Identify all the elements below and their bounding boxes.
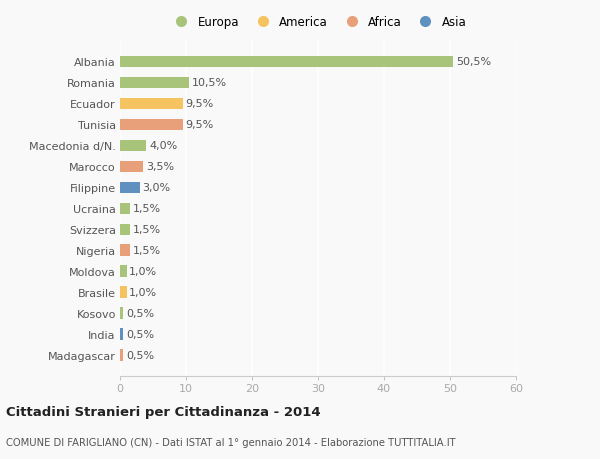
Bar	[120, 161, 143, 173]
Text: 0,5%: 0,5%	[126, 350, 154, 360]
Bar	[120, 350, 124, 361]
Bar	[120, 182, 140, 194]
Bar	[120, 140, 146, 152]
Text: 10,5%: 10,5%	[192, 78, 227, 88]
Text: 0,5%: 0,5%	[126, 308, 154, 319]
Text: 1,5%: 1,5%	[133, 225, 161, 235]
Bar	[120, 98, 182, 110]
Bar	[120, 78, 190, 89]
Text: 3,0%: 3,0%	[142, 183, 170, 193]
Bar	[120, 119, 182, 131]
Text: 50,5%: 50,5%	[456, 57, 491, 67]
Text: 0,5%: 0,5%	[126, 330, 154, 340]
Text: 4,0%: 4,0%	[149, 141, 177, 151]
Text: 1,5%: 1,5%	[133, 246, 161, 256]
Bar	[120, 56, 453, 68]
Bar	[120, 287, 127, 298]
Text: 3,5%: 3,5%	[146, 162, 174, 172]
Text: 1,0%: 1,0%	[129, 267, 157, 277]
Text: COMUNE DI FARIGLIANO (CN) - Dati ISTAT al 1° gennaio 2014 - Elaborazione TUTTITA: COMUNE DI FARIGLIANO (CN) - Dati ISTAT a…	[6, 437, 455, 447]
Bar	[120, 308, 124, 319]
Bar	[120, 224, 130, 235]
Legend: Europa, America, Africa, Asia: Europa, America, Africa, Asia	[169, 16, 467, 29]
Text: Cittadini Stranieri per Cittadinanza - 2014: Cittadini Stranieri per Cittadinanza - 2…	[6, 405, 320, 419]
Text: 1,5%: 1,5%	[133, 204, 161, 214]
Text: 9,5%: 9,5%	[185, 99, 214, 109]
Text: 9,5%: 9,5%	[185, 120, 214, 130]
Bar	[120, 329, 124, 340]
Bar	[120, 266, 127, 277]
Bar	[120, 203, 130, 215]
Bar	[120, 245, 130, 257]
Text: 1,0%: 1,0%	[129, 288, 157, 297]
